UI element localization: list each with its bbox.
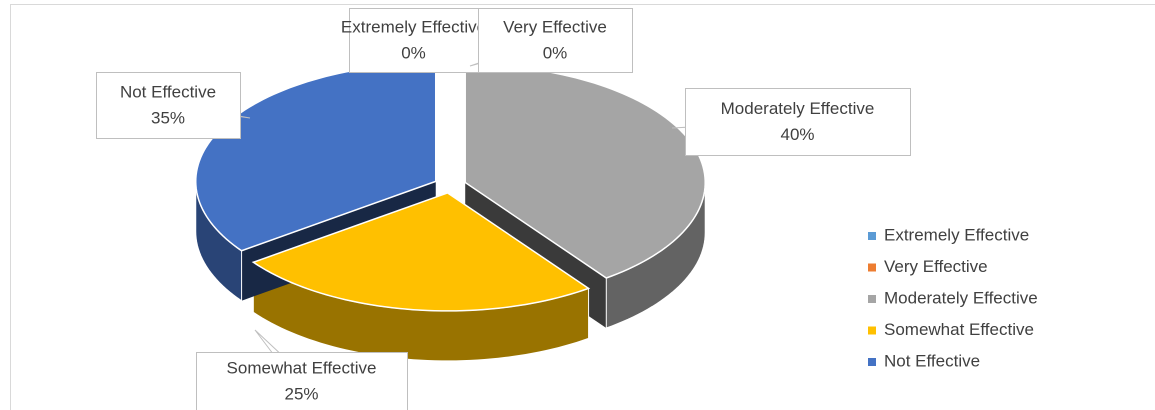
legend-label: Extremely Effective (884, 225, 1029, 244)
legend-label: Moderately Effective (884, 288, 1038, 307)
legend-label: Somewhat Effective (884, 320, 1034, 339)
legend-label: Not Effective (884, 351, 980, 370)
data-label-value: 0% (401, 43, 426, 62)
data-label-name: Extremely Effective (341, 17, 486, 36)
legend-swatch (868, 326, 876, 335)
legend-swatch (868, 232, 876, 240)
data-label-value: 40% (780, 125, 814, 144)
data-callout: Somewhat Effective 25% (196, 329, 408, 410)
legend-swatch (868, 358, 876, 366)
data-callout: Extremely Effective 0% (341, 8, 486, 73)
callout-box (96, 72, 241, 139)
slice-tops (194, 59, 706, 312)
data-label-name: Somewhat Effective (227, 358, 377, 377)
data-label-name: Moderately Effective (721, 99, 875, 118)
data-callout: Very Effective 0% (469, 8, 633, 73)
pie-slice (251, 192, 591, 312)
data-callout: Moderately Effective 40% (671, 88, 911, 156)
callout-box (196, 352, 408, 410)
callout-box (685, 88, 911, 156)
data-label-name: Very Effective (503, 17, 607, 36)
callout-box (478, 8, 633, 73)
data-label-name: Not Effective (120, 82, 216, 101)
legend-swatch (868, 295, 876, 303)
data-callout: Not Effective 35% (96, 72, 251, 139)
legend-label: Very Effective (884, 257, 988, 276)
data-label-value: 25% (284, 384, 318, 403)
data-label-value: 0% (543, 43, 568, 62)
callout-box (349, 8, 479, 73)
legend-swatch (868, 263, 876, 272)
data-label-value: 35% (151, 108, 185, 127)
